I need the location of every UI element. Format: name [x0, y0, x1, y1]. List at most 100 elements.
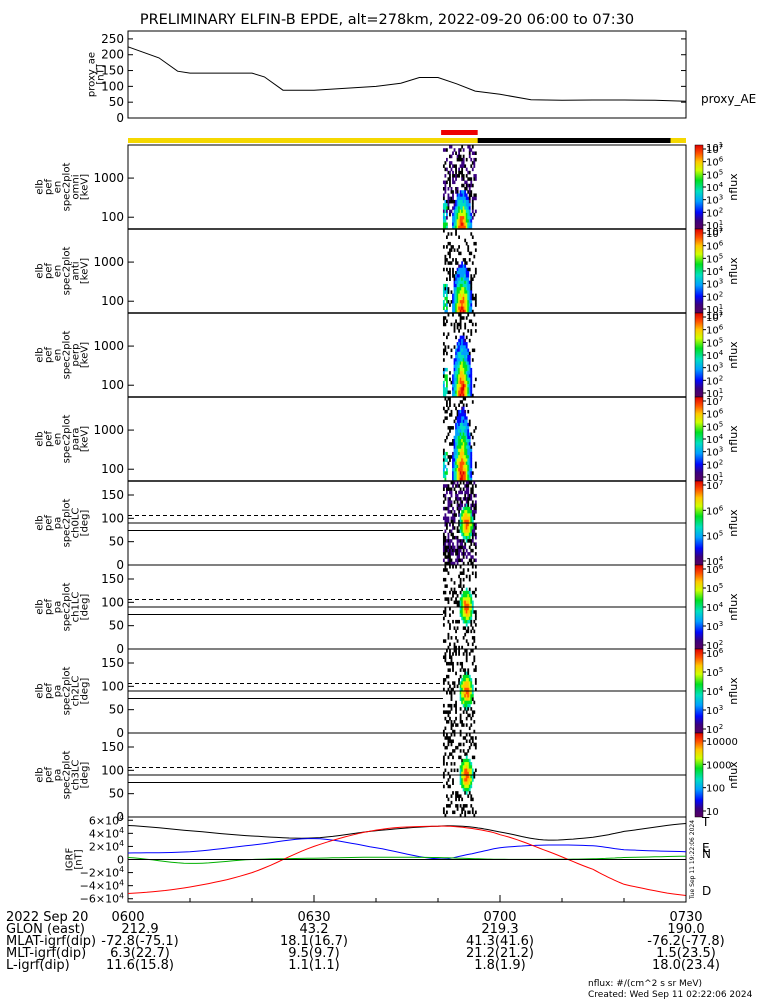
spectrogram-pixel: [461, 474, 464, 479]
ylabel-line: [keV]: [80, 174, 91, 200]
spectrogram-pixel: [464, 529, 467, 533]
spectrogram-pixel: [446, 377, 448, 382]
spectrogram-pixel: [453, 513, 456, 517]
spectrogram-pixel: [461, 290, 464, 294]
spectrogram-pixel: [455, 552, 457, 556]
energy-ytick-label: 100: [101, 210, 124, 224]
spectrogram-pixel: [465, 603, 468, 608]
spectrogram-pixel: [468, 600, 471, 605]
spectrogram-pixel: [471, 807, 474, 811]
spectrogram-pixel: [470, 190, 473, 194]
spectrogram-pixel: [442, 455, 445, 459]
spectrogram-pixel: [453, 277, 456, 281]
spectrogram-pixel: [461, 645, 464, 650]
spectrogram-pixel: [467, 749, 470, 753]
ylabel-line: spec2plot: [62, 415, 73, 464]
spectrogram-pixel: [462, 154, 465, 159]
spectrogram-pixel: [447, 287, 450, 291]
spectrogram-pixel: [470, 506, 473, 511]
spectrogram-pixel: [471, 435, 474, 440]
spectrogram-pixel: [461, 296, 464, 301]
spectrogram-pixel: [459, 707, 462, 711]
spectrogram-pixel: [462, 403, 465, 407]
spectrogram-pixel: [467, 455, 470, 459]
spectrogram-pixel: [458, 367, 460, 372]
spectrogram-pixel: [465, 416, 468, 420]
spectrogram-pixel: [465, 280, 468, 285]
spectrogram-pixel: [470, 232, 473, 236]
spectrogram-pixel: [470, 778, 473, 782]
spectrogram-pixel: [465, 723, 468, 727]
spectrogram-pixel: [470, 290, 473, 294]
spectrogram-pixel: [442, 535, 445, 540]
spectrogram-pixel: [459, 426, 462, 430]
spectrogram-pixel: [467, 552, 470, 556]
spectrogram-pixel: [462, 684, 465, 689]
spectrogram-pixel: [453, 461, 456, 466]
spectrogram-pixel: [470, 287, 473, 291]
spectrogram-pixel: [456, 342, 459, 346]
spectrogram-pixel: [467, 684, 470, 689]
spectrogram-pixel: [462, 280, 465, 285]
spectrogram-pixel: [446, 367, 448, 372]
spectrogram-pixel: [464, 626, 467, 630]
energy-colorbar-3-bar: [694, 396, 704, 482]
pa-ytick-label: 100: [101, 511, 124, 525]
ylabel-line: [nT]: [74, 849, 85, 869]
spectrogram-pixel: [470, 526, 473, 530]
spectrogram-pixel: [468, 610, 471, 614]
spectrogram-pixel: [452, 652, 454, 656]
colorbar-label: nflux: [727, 257, 740, 285]
spectrogram-pixel: [446, 157, 448, 162]
spectrogram-pixel: [471, 358, 474, 362]
energy-colorbar-1-tick-label: 106: [706, 240, 724, 253]
spectrogram-pixel: [462, 468, 465, 472]
spectrogram-pixel: [450, 577, 453, 582]
spectrogram-pixel: [470, 329, 473, 333]
spectrogram-pixel: [471, 519, 474, 524]
spectrogram-pixel: [473, 384, 476, 388]
spectrogram-pixel: [453, 371, 456, 375]
spectrogram-pixel: [446, 451, 448, 456]
spectrogram-pixel: [459, 558, 462, 563]
spectrogram-pixel: [459, 271, 462, 275]
spectrogram-pixel: [449, 303, 451, 307]
spectrogram-pixel: [468, 435, 471, 440]
spectrogram-pixel: [467, 613, 470, 617]
pa-colorbar-0-label: nflux: [727, 509, 740, 537]
spectrogram-pixel: [458, 355, 460, 359]
spectrogram-pixel: [462, 283, 465, 288]
time-axis: 0600 0630 0700 0730: [111, 895, 703, 925]
spectrogram-pixel: [449, 561, 451, 566]
spectrogram-pixel: [468, 338, 471, 343]
spectrogram-pixel: [468, 516, 471, 521]
spectrogram-pixel: [474, 461, 477, 466]
spectrogram-pixel: [461, 616, 464, 621]
ylabel-line: para: [71, 428, 82, 451]
spectrogram-pixel: [449, 248, 451, 252]
spectrogram-pixel: [444, 322, 447, 327]
spectrogram-pixel: [461, 348, 464, 353]
spectrogram-pixel: [452, 206, 454, 210]
spectrogram-pixel: [461, 700, 464, 705]
spectrogram-pixel: [473, 720, 476, 724]
spectrogram-pixel: [444, 316, 447, 320]
spectrogram-pixel: [462, 390, 465, 395]
spectrogram-pixel: [470, 183, 473, 188]
spectrogram-pixel: [471, 694, 474, 698]
spectrogram-pixel: [458, 277, 460, 281]
spectrogram-frame: [127, 144, 687, 230]
spectrogram-pixel: [465, 474, 468, 479]
spectrogram-pixel: [449, 613, 451, 617]
spectrogram-pixel: [459, 342, 462, 346]
spectrogram-pixel: [470, 309, 473, 314]
spectrogram-pixel: [442, 471, 445, 475]
spectrogram-pixel: [456, 545, 459, 550]
spectrogram-pixel: [462, 296, 465, 301]
spectrogram-pixel: [442, 303, 445, 307]
spectrogram-pixel: [442, 474, 445, 479]
spectrogram-pixel: [459, 351, 462, 356]
spectrogram-pixel: [462, 474, 465, 479]
spectrogram-pixel: [464, 703, 467, 708]
